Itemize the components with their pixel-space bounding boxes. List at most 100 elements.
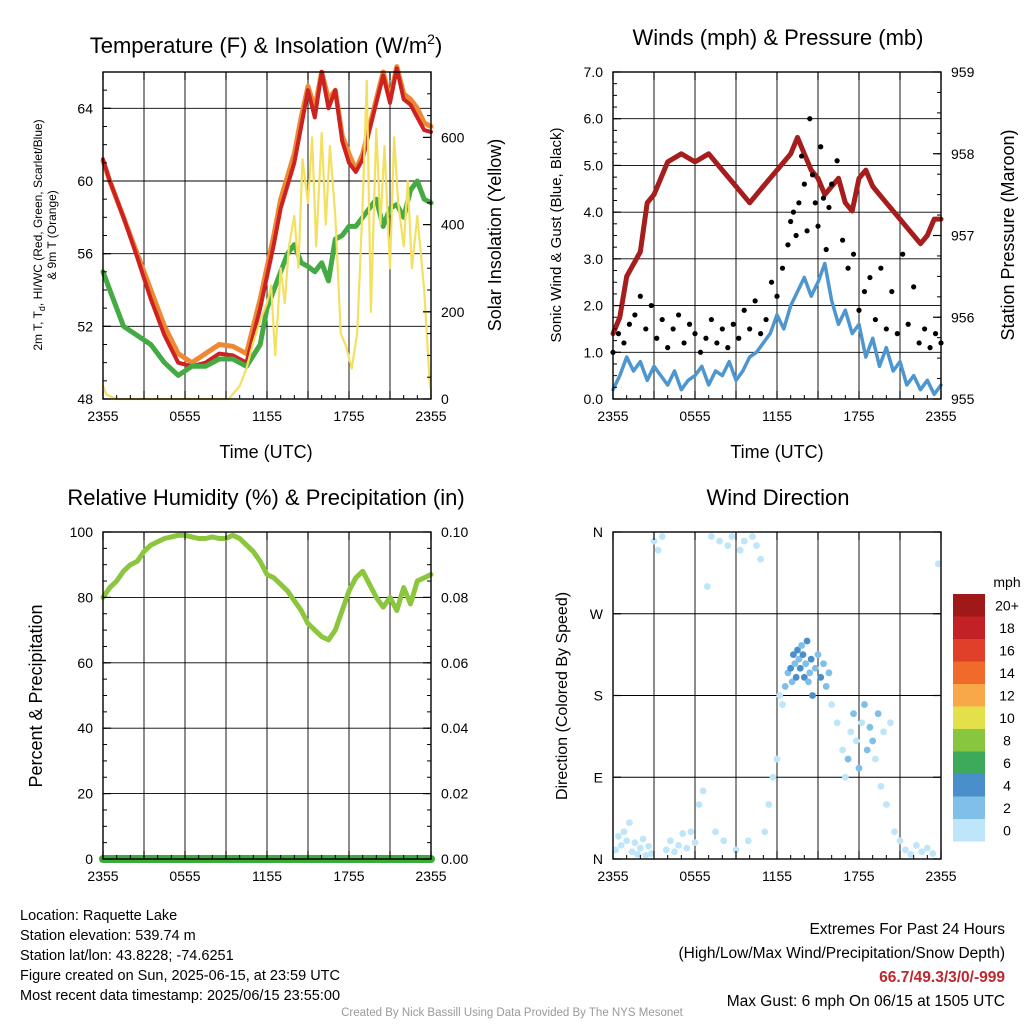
gust-point [637, 293, 643, 299]
gust-point [697, 349, 704, 355]
gust-point [725, 345, 731, 351]
direction-point [712, 828, 719, 836]
extremes-info: Extremes For Past 24 Hours (High/Low/Max… [679, 918, 1006, 1014]
gust-point [621, 340, 627, 346]
gust-point [916, 340, 922, 346]
legend-label: 2 [1003, 800, 1011, 816]
direction-point [675, 841, 682, 849]
x-tick-label: 1155 [252, 408, 282, 424]
direction-point [736, 546, 744, 554]
gust-point [883, 326, 889, 332]
winds-grid [613, 72, 941, 399]
gust-point [818, 144, 824, 150]
x-tick-label: 2355 [415, 868, 446, 884]
y-tick-label: 64 [77, 100, 93, 116]
gust-point [615, 331, 622, 337]
direction-point [918, 848, 926, 856]
y-tick-label: 56 [77, 246, 93, 262]
x-tick-label: 1755 [333, 868, 364, 884]
direction-point [662, 846, 670, 854]
winds-x-axis-label: Time (UTC) [730, 442, 823, 462]
gust-point [752, 298, 758, 304]
direction-point [773, 755, 781, 763]
gust-point [785, 242, 791, 248]
x-tick-label: 0555 [679, 868, 710, 884]
gust-point [719, 326, 725, 332]
y-right-tick-label: 957 [951, 228, 975, 244]
direction-point [708, 533, 715, 540]
gust-point [804, 228, 810, 234]
gust-point [840, 237, 846, 243]
winds-panel: Winds (mph) & Pressure (mb) 2355 0555 1155… [548, 25, 1018, 462]
gust-point [659, 316, 665, 323]
direction-point [769, 773, 777, 781]
gust-point [681, 340, 687, 346]
gust-point [730, 321, 736, 327]
gust-point [894, 331, 900, 337]
y-tick-label: N [593, 851, 603, 867]
direction-point [795, 655, 803, 663]
direction-point [891, 828, 898, 836]
legend-label: 6 [1003, 755, 1011, 771]
direction-point [691, 839, 699, 847]
direction-point [817, 673, 825, 681]
direction-point [615, 832, 622, 840]
direction-point [844, 755, 852, 763]
y-right-tick-label: 0.06 [441, 655, 468, 671]
extremes-values: 66.7/49.3/3/0/-999 [879, 969, 1005, 986]
x-tick-label: 1755 [333, 408, 364, 424]
series-dewpoint [100, 178, 434, 378]
humidity-panel: Relative Humidity (%) & Precipitation (i… [26, 485, 468, 884]
legend-swatch [953, 774, 985, 797]
direction-point [623, 837, 631, 845]
gust-point [643, 326, 649, 332]
direction-point [800, 673, 808, 681]
legend-label: 12 [999, 687, 1015, 703]
series-rh [100, 532, 434, 643]
y-right-tick-label: 959 [951, 64, 975, 80]
y-tick-label: 2.0 [584, 298, 604, 314]
legend-swatch [953, 661, 985, 684]
direction-point [683, 844, 691, 852]
x-tick-label: 1755 [843, 868, 874, 884]
y-right-tick-label: 0 [441, 391, 449, 407]
gust-point [809, 172, 816, 178]
gust-point [900, 251, 906, 257]
legend-label: 16 [999, 642, 1015, 658]
y-tick-label: 3.0 [584, 251, 604, 267]
y-right-tick-label: 955 [951, 391, 975, 407]
insolation-y-axis-label: Solar Insolation (Yellow) [485, 139, 505, 331]
series-insolation [101, 79, 433, 401]
temperature-series [100, 64, 434, 401]
direction-point [695, 801, 703, 808]
winds-panel-title: Winds (mph) & Pressure (mb) [633, 25, 924, 50]
x-tick-label: 0555 [169, 868, 200, 884]
series-pressure [610, 134, 944, 337]
gust-point [790, 209, 797, 215]
legend-swatch [953, 819, 985, 842]
direction-point [861, 701, 868, 708]
direction-point [687, 828, 695, 836]
legend-swatch [953, 706, 985, 729]
direction-point [658, 533, 666, 540]
x-tick-label: 1155 [252, 868, 282, 884]
direction-point [869, 737, 877, 745]
y-right-tick-label: 0.02 [441, 786, 468, 802]
gust-point [861, 288, 868, 295]
direction-point [811, 664, 819, 672]
direction-point [703, 583, 711, 590]
direction-point [828, 701, 836, 708]
direction-point [781, 683, 789, 690]
gust-point [654, 335, 660, 341]
series-wind_gust [610, 116, 944, 355]
direction-point [929, 850, 937, 857]
gust-point [788, 218, 794, 225]
gust-point [823, 246, 829, 253]
direction-point [612, 846, 620, 854]
direction-point [934, 560, 942, 568]
y-tick-label: 4.0 [584, 204, 604, 220]
x-tick-label: 2355 [597, 868, 628, 884]
x-tick-label: 2355 [597, 408, 628, 424]
legend-swatch [953, 729, 985, 752]
